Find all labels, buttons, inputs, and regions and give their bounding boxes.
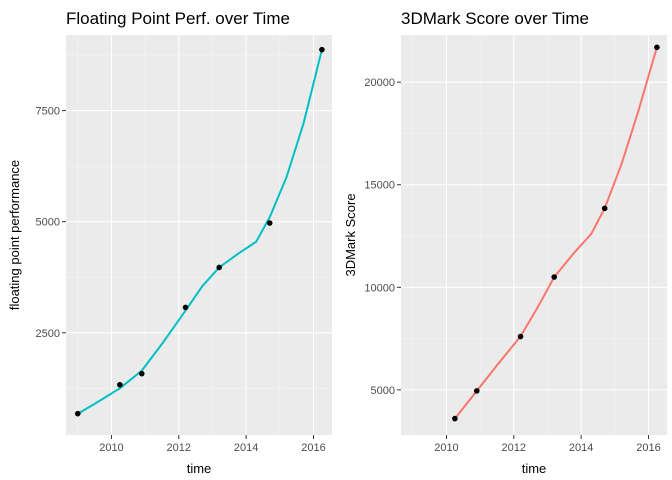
- fp-perf-x-tick-label: 2014: [234, 442, 258, 454]
- 3dmark-data-point: [601, 205, 608, 212]
- fp-perf-smooth-line: [76, 48, 323, 415]
- 3dmark-x-tick-label: 2012: [502, 442, 526, 454]
- 3dmark-data-point: [517, 333, 524, 340]
- fp-perf-x-ticks: 2010 2012 2014 2016: [99, 435, 326, 454]
- 3dmark-x-tick-label: 2014: [569, 442, 593, 454]
- fp-perf-x-tick-label: 2012: [167, 442, 191, 454]
- fp-perf-data-point: [117, 381, 123, 388]
- 3dmark-trend-line: [453, 46, 658, 420]
- 3dmark-y-ticks: 5000 10000 15000 20000: [364, 77, 401, 397]
- fp-perf-data-point: [74, 410, 81, 417]
- fp-perf-data-point: [182, 304, 189, 311]
- 3dmark-y-tick-label: 5000: [371, 385, 395, 397]
- 3dmark-x-tick-label: 2010: [434, 442, 458, 454]
- 3dmark-data-point: [654, 44, 660, 51]
- 3dmark-x-ticks: 2010 2012 2014 2016: [434, 435, 661, 454]
- 3dmark-plot-background: [401, 35, 667, 435]
- fp-perf-y-tick-label: 7500: [36, 106, 60, 118]
- fp-perf-panel: Floating Point Perf. over Time 2010 2012 2…: [7, 9, 332, 476]
- 3dmark-y-tick-label: 10000: [364, 282, 395, 294]
- fp-perf-y-tick-label: 2500: [36, 328, 60, 340]
- fp-perf-points: [74, 46, 325, 417]
- fp-perf-data-point: [216, 264, 223, 271]
- fp-perf-data-point: [266, 220, 273, 226]
- fp-perf-y-ticks: 2500 5000 7500: [36, 106, 66, 340]
- fp-perf-x-tick-label: 2010: [99, 442, 123, 454]
- fp-perf-plot-background: [66, 35, 332, 435]
- 3dmark-y-axis-title: 3DMark Score: [343, 193, 358, 276]
- fp-perf-data-point: [138, 370, 145, 377]
- 3dmark-title: 3DMark Score over Time: [401, 9, 589, 28]
- 3dmark-panel: 3DMark Score over Time 2010 2012 2014 2016 …: [343, 9, 667, 476]
- fp-perf-trend-line: [76, 48, 323, 415]
- 3dmark-x-axis-title: time: [522, 461, 547, 476]
- 3dmark-data-point: [551, 274, 558, 280]
- fp-perf-x-axis-title: time: [187, 461, 212, 476]
- 3dmark-smooth-line: [453, 46, 658, 420]
- 3dmark-data-point: [452, 415, 458, 422]
- fp-perf-y-tick-label: 5000: [36, 217, 60, 229]
- fp-perf-data-point: [319, 46, 325, 53]
- 3dmark-grid: [401, 35, 667, 435]
- fp-perf-title: Floating Point Perf. over Time: [66, 9, 290, 28]
- fp-perf-y-axis-title: floating point performance: [7, 160, 22, 310]
- 3dmark-y-tick-label: 15000: [364, 180, 395, 192]
- 3dmark-points: [452, 44, 660, 422]
- fp-perf-grid: [66, 35, 332, 435]
- fp-perf-x-tick-label: 2016: [301, 442, 325, 454]
- 3dmark-x-tick-label: 2016: [636, 442, 660, 454]
- 3dmark-data-point: [473, 388, 480, 394]
- 3dmark-y-tick-label: 20000: [364, 77, 395, 89]
